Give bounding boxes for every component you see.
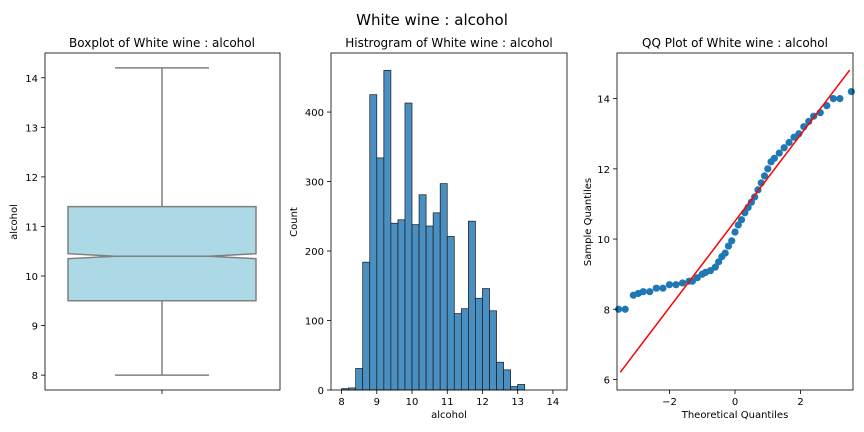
boxplot-y-tick-label: 13 (25, 123, 38, 134)
boxplot-plot-area: 8 9 10 11 12 13 14 (25, 67, 257, 394)
histogram-y-tick-label: 400 (305, 108, 324, 119)
histogram-bar (432, 212, 441, 391)
boxplot-y-axis-label: alcohol (9, 204, 20, 240)
histogram-bar (418, 194, 427, 391)
qqplot-point (770, 154, 778, 162)
histogram-bar (496, 361, 504, 391)
qqplot-point (728, 237, 736, 245)
qqplot-y-tick-label: 10 (597, 235, 610, 246)
histogram-x-tick-label: 11 (441, 397, 454, 408)
histogram-bar (503, 369, 511, 391)
histogram-bar (369, 94, 378, 391)
boxplot-panel: Boxplot of White wine : alcohol alcohol … (9, 36, 281, 394)
qqplot-reference-line (619, 69, 851, 373)
figure-title: White wine : alcohol (356, 11, 508, 29)
boxplot-frame (44, 52, 281, 391)
histogram-bar (411, 224, 420, 391)
qqplot-x-axis-label: Theoretical Quantiles (681, 410, 789, 421)
qqplot-point (639, 288, 647, 296)
histogram-panel: Histrogram of White wine : alcohol Count… (289, 36, 568, 421)
histogram-bar (517, 384, 526, 391)
qqplot-point (678, 279, 687, 287)
histogram-bar (460, 308, 469, 391)
histogram-bar (383, 70, 392, 391)
qqplot-y-tick-label: 6 (604, 375, 610, 386)
qqplot-x-tick-label: 2 (797, 397, 803, 408)
qqplot-title: QQ Plot of White wine : alcohol (642, 36, 828, 50)
qqplot-point (659, 284, 667, 292)
histogram-x-tick-label: 14 (547, 397, 560, 408)
histogram-x-tick-label: 10 (406, 397, 419, 408)
boxplot-y-tick-label: 9 (32, 322, 38, 333)
qqplot-frame (616, 52, 854, 391)
histogram-bar (446, 236, 455, 391)
histogram-bar (355, 368, 364, 391)
qqplot-point (847, 88, 855, 96)
qqplot-point (836, 95, 844, 103)
histogram-bar (439, 183, 448, 391)
qqplot-point (711, 263, 719, 271)
boxplot-y-tick-label: 10 (25, 272, 38, 283)
qqplot-x-tick-label: 0 (732, 397, 738, 408)
histogram-bar (404, 102, 413, 391)
qqplot-y-tick-label: 14 (597, 95, 610, 106)
qqplot-point (775, 149, 783, 157)
histogram-bar (475, 297, 483, 391)
qqplot-point (805, 117, 813, 126)
boxplot-y-tick-label: 14 (25, 74, 38, 85)
boxplot-title: Boxplot of White wine : alcohol (69, 36, 255, 50)
qqplot-point (760, 172, 769, 180)
histogram-bar (376, 157, 385, 391)
qqplot-point (747, 198, 755, 206)
boxplot-y-tick-label: 8 (32, 371, 38, 382)
histogram-bar (489, 310, 497, 391)
qqplot-point (715, 258, 723, 266)
qqplot-y-axis-label: Sample Quantiles (583, 178, 594, 266)
qqplot-point (652, 284, 660, 292)
qqplot-x-tick-label: −2 (662, 397, 677, 408)
qqplot-point (665, 281, 674, 289)
histogram-bar (390, 222, 399, 391)
histogram-x-tick-label: 9 (374, 397, 380, 408)
qqplot-point (780, 144, 788, 152)
histogram-y-tick-label: 0 (318, 386, 324, 397)
qqplot-y-tick-label: 12 (597, 165, 610, 176)
qqplot-point (621, 305, 629, 313)
histogram-y-tick-label: 200 (305, 247, 324, 258)
qqplot-point (734, 221, 742, 229)
histogram-bar (482, 288, 490, 391)
histogram-bar (468, 220, 476, 391)
histogram-title: Histrogram of White wine : alcohol (345, 36, 553, 50)
histogram-x-tick-label: 12 (476, 397, 489, 408)
boxplot-y-tick-label: 12 (25, 173, 38, 184)
qqplot-point (829, 95, 837, 103)
histogram-x-axis-label: alcohol (431, 410, 467, 421)
qqplot-plot-area: −2 0 2 6 8 10 12 14 (597, 69, 855, 408)
qqplot-point (737, 216, 746, 224)
histogram-x-tick-label: 8 (338, 397, 344, 408)
histogram-y-tick-label: 100 (305, 317, 324, 328)
boxplot-y-tick-label: 11 (25, 222, 38, 233)
histogram-bar (510, 386, 519, 391)
histogram-bar (397, 219, 406, 391)
histogram-bar (362, 261, 371, 391)
qqplot-panel: QQ Plot of White wine : alcohol Sample Q… (583, 36, 855, 421)
histogram-frame (330, 52, 568, 391)
histogram-y-tick-label: 300 (305, 178, 324, 189)
qqplot-y-tick-label: 8 (604, 305, 610, 316)
boxplot-box (67, 205, 257, 302)
qqplot-point (646, 288, 654, 296)
histogram-bar (425, 225, 434, 391)
qqplot-point (672, 281, 680, 289)
histogram-x-tick-label: 13 (511, 397, 524, 408)
qqplot-point (721, 249, 729, 257)
histogram-plot-area: 8 9 10 11 12 13 14 0 100 200 300 400 (305, 70, 559, 408)
histogram-bar (453, 313, 462, 391)
qqplot-point (731, 228, 739, 236)
qqplot-point (724, 242, 733, 250)
histogram-y-axis-label: Count (289, 207, 300, 237)
qqplot-point (785, 138, 793, 147)
qqplot-point (764, 165, 772, 173)
